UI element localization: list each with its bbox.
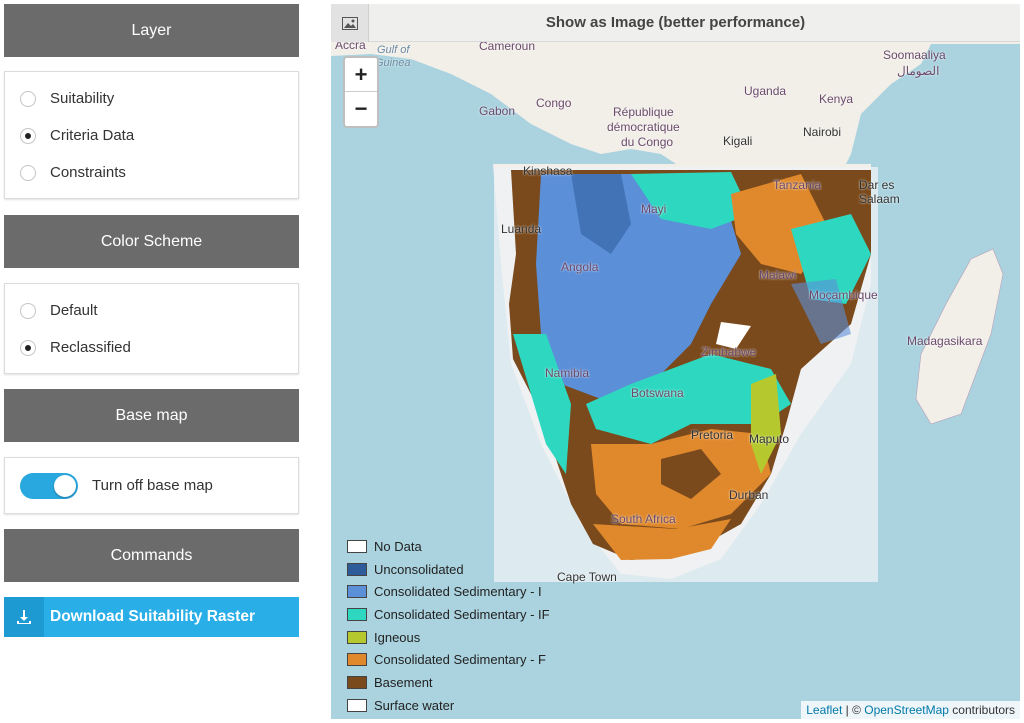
radio-button[interactable]	[20, 164, 36, 181]
legend-label: No Data	[374, 538, 422, 554]
map-label: الصومال	[897, 64, 940, 78]
legend-label: Consolidated Sedimentary - IF	[374, 606, 550, 622]
map-label: du Congo	[621, 135, 674, 149]
legend-label: Consolidated Sedimentary - F	[374, 652, 546, 668]
attribution-suffix: contributors	[948, 703, 1015, 717]
layer-header: Layer	[4, 4, 299, 57]
map-label: Gulf of	[377, 44, 410, 56]
sidebar: Layer Suitability Criteria Data Constrai…	[0, 0, 306, 723]
map-label: Botswana	[631, 386, 684, 400]
map-label: Soomaaliya	[883, 48, 946, 62]
color-option-label: Reclassified	[50, 339, 131, 356]
commands-header: Commands	[4, 529, 299, 582]
legend-item: Unconsolidated	[347, 558, 550, 581]
legend-swatch	[347, 562, 367, 576]
color-scheme-panel: Default Reclassified	[4, 283, 299, 374]
legend-item: Consolidated Sedimentary - I	[347, 580, 550, 603]
legend-swatch	[347, 630, 367, 644]
zoom-out-button[interactable]: −	[354, 96, 368, 121]
zoom-in-button[interactable]: +	[345, 58, 377, 92]
layer-option-label: Constraints	[50, 164, 126, 181]
basemap-panel: Turn off base map	[4, 457, 299, 514]
map-label: Namibia	[545, 366, 590, 380]
legend-label: Surface water	[374, 697, 455, 713]
legend-swatch	[347, 539, 367, 553]
legend-label: Unconsolidated	[374, 561, 464, 577]
map-label: République	[613, 105, 674, 119]
radio-button[interactable]	[20, 90, 36, 107]
map-label: Luanda	[501, 222, 542, 236]
map-label: Dar es	[859, 178, 895, 192]
map-label: Cameroun	[479, 39, 536, 53]
radio-button-selected[interactable]	[20, 339, 36, 356]
legend-swatch	[347, 653, 367, 667]
osm-link[interactable]: OpenStreetMap	[864, 703, 949, 717]
toggle-knob	[54, 474, 76, 497]
legend-item: Igneous	[347, 626, 550, 649]
show-as-image-bar[interactable]: Show as Image (better performance)	[331, 4, 1020, 42]
map-label: Pretoria	[691, 428, 734, 442]
color-option-label: Default	[50, 302, 98, 319]
legend-label: Igneous	[374, 629, 421, 645]
map-label: Gabon	[479, 104, 516, 118]
layer-option-label: Criteria Data	[50, 127, 135, 144]
map-label: Kenya	[819, 92, 854, 106]
map-label: Kigali	[723, 134, 753, 148]
map-label: Cape Town	[557, 570, 617, 584]
map-label: South Africa	[611, 512, 676, 526]
legend-label: Basement	[374, 674, 433, 690]
download-label: Download Suitability Raster	[50, 608, 255, 625]
legend-label: Consolidated Sedimentary - I	[374, 584, 542, 600]
basemap-toggle-label: Turn off base map	[92, 477, 213, 494]
map-label: Durban	[729, 488, 769, 502]
map-label: Malawi	[759, 268, 797, 282]
basemap-header: Base map	[4, 389, 299, 442]
legend-swatch	[347, 698, 367, 712]
layer-panel: Suitability Criteria Data Constraints	[4, 71, 299, 199]
map-view[interactable]: Accra Gulf of Guinea Cameroun Gabon Cong…	[331, 4, 1020, 719]
map-label: Maputo	[749, 432, 790, 446]
radio-button-selected[interactable]	[20, 127, 36, 144]
map-label: Moçambique	[809, 288, 878, 302]
color-option-default[interactable]: Default	[5, 292, 298, 329]
map-label: Guinea	[375, 57, 411, 69]
legend-swatch	[347, 585, 367, 599]
map-label: Nairobi	[803, 125, 842, 139]
layer-option-constraints[interactable]: Constraints	[5, 154, 298, 191]
legend-item: Basement	[347, 671, 550, 694]
legend: No Data Unconsolidated Consolidated Sedi…	[347, 535, 550, 717]
layer-option-suitability[interactable]: Suitability	[5, 80, 298, 117]
attribution-separator: | ©	[842, 703, 865, 717]
download-suitability-raster-button[interactable]: Download Suitability Raster	[4, 597, 299, 637]
map-label: Zimbabwe	[701, 345, 757, 359]
color-scheme-header: Color Scheme	[4, 215, 299, 268]
legend-item: Surface water	[347, 694, 550, 717]
layer-option-label: Suitability	[50, 90, 115, 107]
show-as-image-label: Show as Image (better performance)	[545, 14, 806, 31]
map-label: Kinshasa	[523, 164, 573, 178]
map-label: Angola	[561, 260, 599, 274]
radio-button[interactable]	[20, 302, 36, 319]
map-label: Madagasikara	[907, 334, 983, 348]
map-label: Mayi	[641, 202, 667, 216]
image-icon[interactable]	[331, 4, 369, 42]
map-label: Tanzania	[773, 178, 822, 192]
zoom-control: + −	[343, 56, 379, 128]
legend-item: Consolidated Sedimentary - F	[347, 648, 550, 671]
download-icon	[4, 597, 44, 637]
legend-item: Consolidated Sedimentary - IF	[347, 603, 550, 626]
map-attribution: Leaflet | © OpenStreetMap contributors	[801, 701, 1020, 719]
legend-swatch	[347, 607, 367, 621]
basemap-toggle[interactable]	[20, 472, 78, 499]
map-label: Congo	[536, 96, 572, 110]
leaflet-link[interactable]: Leaflet	[806, 703, 843, 717]
legend-item: No Data	[347, 535, 550, 558]
layer-option-criteria-data[interactable]: Criteria Data	[5, 117, 298, 154]
color-option-reclassified[interactable]: Reclassified	[5, 329, 298, 366]
map-label: démocratique	[607, 120, 680, 134]
map-label: Salaam	[859, 192, 900, 206]
map-label: Uganda	[744, 84, 787, 98]
basemap-tiles	[331, 4, 1020, 582]
legend-swatch	[347, 675, 367, 689]
